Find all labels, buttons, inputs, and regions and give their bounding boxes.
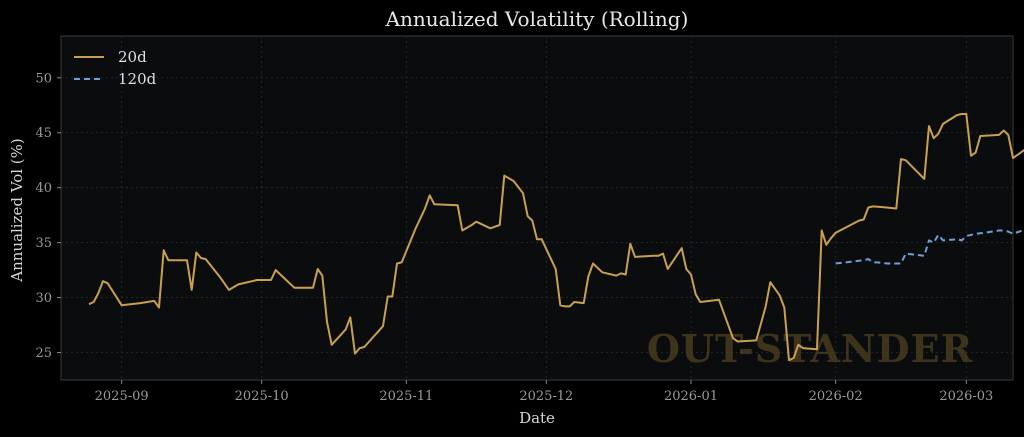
y-tick-label: 30 xyxy=(35,291,52,306)
y-tick-label: 45 xyxy=(35,126,52,141)
x-tick-label: 2025-09 xyxy=(95,389,149,404)
series-lines xyxy=(88,113,1024,362)
y-tick-label: 50 xyxy=(35,71,52,86)
chart-title: Annualized Volatility (Rolling) xyxy=(385,7,689,31)
y-tick-label: 25 xyxy=(35,346,52,361)
x-tick-label: 2025-11 xyxy=(379,389,433,404)
legend-label-120d: 120d xyxy=(118,70,157,88)
x-axis-title: Date xyxy=(519,409,555,427)
x-tick-label: 2025-12 xyxy=(519,389,573,404)
y-tick-label: 40 xyxy=(35,181,52,196)
legend-label-20d: 20d xyxy=(118,48,147,66)
axis-ticks: 25 30 35 40 45 50 2025-09 2025-10 2025-11 2025-12… xyxy=(35,71,993,404)
grid xyxy=(61,36,1013,380)
y-tick-label: 35 xyxy=(35,236,52,251)
y-axis-title: Annualized Vol (%) xyxy=(8,138,26,283)
series-line-20d xyxy=(88,113,1024,362)
x-tick-label: 2026-03 xyxy=(939,389,993,404)
legend: 20d 120d xyxy=(74,48,157,88)
x-tick-label: 2026-01 xyxy=(664,389,718,404)
series-line-120d xyxy=(835,228,1024,265)
plot-area xyxy=(60,35,1014,381)
x-tick-label: 2026-02 xyxy=(809,389,863,404)
x-tick-label: 2025-10 xyxy=(235,389,289,404)
